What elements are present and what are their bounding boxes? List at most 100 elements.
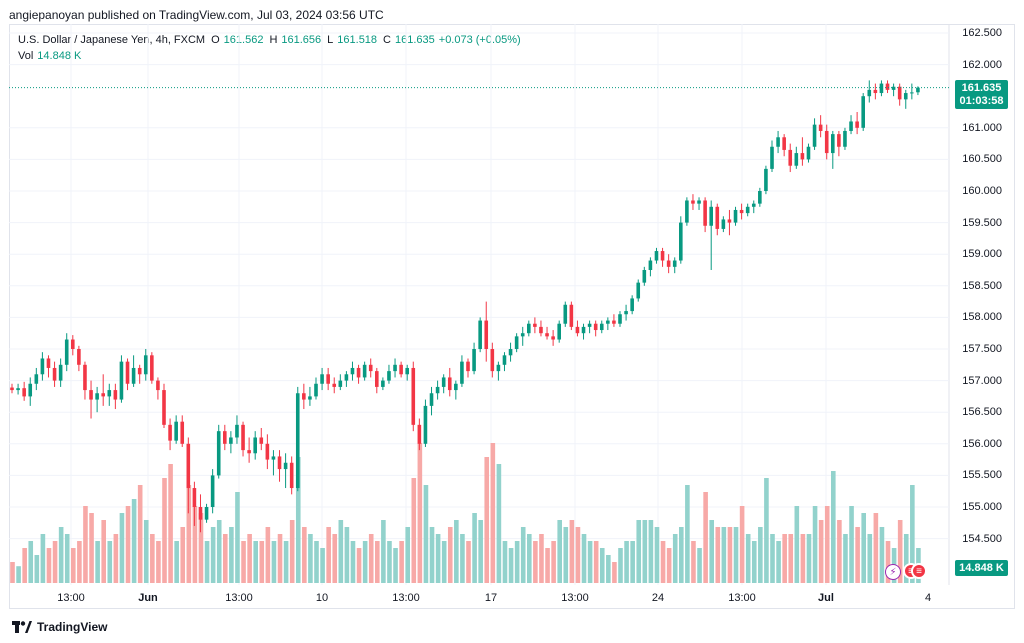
- candle-body: [454, 383, 458, 391]
- candle-body: [533, 323, 537, 327]
- time-tick-label: 13:00: [392, 592, 420, 604]
- candle-body: [545, 333, 549, 337]
- volume-bar: [22, 548, 27, 583]
- price-tick-label: 158.000: [962, 311, 1002, 324]
- volume-bar: [885, 541, 891, 583]
- candle-body: [423, 405, 428, 444]
- candle-body: [125, 361, 130, 384]
- candle-body: [709, 206, 713, 226]
- candle-body: [16, 388, 20, 391]
- volume-bar: [818, 520, 824, 583]
- time-tick-label: 4: [924, 592, 932, 604]
- candle-body: [192, 488, 197, 507]
- volume-bar: [910, 485, 915, 583]
- candle-body: [216, 431, 221, 476]
- lightning-icon[interactable]: ⚡: [885, 564, 901, 580]
- legend-ohlc: U.S. Dollar / Japanese Yen, 4h, FXCM O 16…: [18, 34, 521, 46]
- candle-body: [417, 424, 422, 444]
- volume-bar: [867, 534, 873, 583]
- volume-bar: [46, 548, 52, 583]
- candle-body: [393, 364, 397, 372]
- volume-bar: [113, 534, 119, 583]
- volume-bar: [502, 541, 508, 583]
- candle-body: [612, 320, 616, 324]
- volume-bar: [356, 548, 362, 583]
- candle-body: [22, 388, 26, 397]
- candle-body: [782, 137, 786, 150]
- us-flag-icon-2[interactable]: ≡: [911, 563, 927, 579]
- volume-bar: [186, 485, 192, 583]
- candle-body: [508, 349, 513, 356]
- volume-bar: [40, 534, 46, 583]
- volume-bar: [739, 506, 745, 583]
- volume-bar: [776, 541, 781, 583]
- candle-body: [241, 424, 245, 451]
- volume-key[interactable]: Vol: [18, 50, 34, 62]
- candle-body: [472, 349, 476, 372]
- candle-body: [697, 200, 701, 204]
- volume-bar: [393, 548, 398, 583]
- candle-body: [143, 355, 148, 375]
- candle-body: [606, 320, 610, 324]
- price-tick-label: 154.500: [962, 532, 1002, 545]
- volume-bar: [636, 520, 642, 583]
- price-tick-label: 162.000: [962, 58, 1002, 71]
- candle-body: [776, 137, 780, 147]
- price-tick-label: 160.000: [962, 185, 1002, 197]
- volume-bar: [721, 527, 727, 583]
- volume-bar: [691, 541, 696, 583]
- volume-bar: [897, 520, 903, 583]
- volume-bar: [429, 527, 435, 583]
- volume-bar: [484, 457, 490, 583]
- candle-body: [405, 367, 409, 375]
- volume-bar: [198, 513, 204, 583]
- candle-body: [903, 93, 908, 100]
- time-tick-label: 17: [484, 592, 498, 604]
- volume-bar: [308, 534, 313, 583]
- candle-body: [733, 209, 738, 223]
- volume-bar: [782, 534, 787, 583]
- candle-body: [891, 86, 896, 90]
- volume-bar: [794, 506, 800, 583]
- time-tick-label: 13:00: [561, 592, 589, 604]
- volume-bar: [107, 541, 113, 583]
- footer-brand[interactable]: TradingView: [12, 620, 107, 634]
- candle-body: [770, 146, 774, 169]
- volume-bar: [472, 513, 477, 583]
- candle-body: [727, 219, 732, 223]
- candle-body: [40, 358, 45, 375]
- volume-bar: [362, 541, 368, 583]
- volume-bar: [685, 485, 690, 583]
- candle-body: [119, 361, 124, 400]
- candle-body: [672, 260, 677, 267]
- candle-body: [180, 421, 185, 444]
- candle-body: [679, 222, 683, 261]
- volume-bar: [812, 506, 818, 583]
- volume-bar: [612, 562, 617, 583]
- candle-body: [64, 339, 69, 365]
- footer-brand-text: TradingView: [37, 620, 108, 634]
- volume-bar: [703, 492, 708, 583]
- volume-bar: [490, 443, 496, 583]
- volume-bar: [28, 541, 34, 583]
- volume-bar: [514, 541, 520, 583]
- volume-bar: [156, 541, 161, 583]
- symbol-description[interactable]: U.S. Dollar / Japanese Yen, 4h, FXCM: [18, 34, 206, 46]
- volume-bar: [277, 534, 283, 583]
- candle-body: [551, 336, 555, 340]
- candle-body: [703, 200, 707, 226]
- volume-bar: [764, 478, 769, 583]
- candle-body: [660, 251, 665, 261]
- candle-body: [326, 374, 330, 384]
- volume-bar: [624, 541, 629, 583]
- volume-bar: [545, 548, 550, 583]
- volume-bar: [539, 534, 544, 583]
- candle-body: [277, 456, 282, 470]
- volume-bar: [496, 464, 502, 583]
- volume-bar: [162, 478, 167, 583]
- volume-bar: [314, 541, 319, 583]
- candle-body: [204, 507, 209, 520]
- volume-bar: [587, 541, 593, 583]
- volume-bar: [271, 541, 277, 583]
